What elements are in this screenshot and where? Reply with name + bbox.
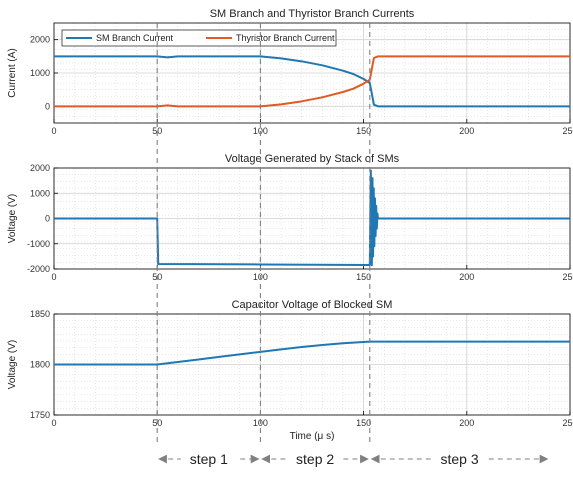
y-axis-label: Current (A) bbox=[7, 48, 18, 97]
step-label-bg bbox=[180, 449, 237, 469]
y-axis-label: Voltage (V) bbox=[7, 194, 18, 243]
x-tick-label: 150 bbox=[356, 272, 371, 282]
x-tick-label: 200 bbox=[459, 272, 474, 282]
series-line-voltage bbox=[54, 340, 570, 366]
legend-box bbox=[61, 29, 337, 47]
y-tick-label: 1750 bbox=[30, 410, 50, 420]
legend-entry: SM Branch Current bbox=[96, 33, 174, 43]
chart-stack-voltage: 050100150200250200010000-1000-2000Voltag… bbox=[7, 153, 573, 282]
y-tick-label: 0 bbox=[45, 214, 50, 224]
legend-entry: Thyristor Branch Current bbox=[236, 33, 335, 43]
chart-title: Voltage Generated by Stack of SMs bbox=[225, 153, 400, 165]
x-tick-label: 150 bbox=[356, 126, 371, 136]
y-tick-label: 1000 bbox=[30, 68, 50, 78]
x-tick-label: 0 bbox=[51, 418, 56, 428]
y-tick-label: 2000 bbox=[30, 35, 50, 45]
y-axis-label: Voltage (V) bbox=[7, 340, 18, 389]
y-tick-label: -1000 bbox=[27, 239, 50, 249]
series-line-sm-branch-current bbox=[54, 55, 570, 108]
plots-layer: 050100150200250010002000SM Branch and Th… bbox=[7, 8, 573, 442]
step-label-2: step 2 bbox=[296, 451, 334, 467]
step-label-bg bbox=[287, 449, 344, 469]
x-tick-label: 0 bbox=[51, 272, 56, 282]
x-axis-label: Time (μ s) bbox=[290, 431, 335, 442]
series-line-voltage bbox=[54, 169, 570, 267]
x-tick-label: 250 bbox=[562, 272, 573, 282]
step-overlay: step 1 step 2 step 3 bbox=[156, 23, 549, 469]
chart-currents: 050100150200250010002000SM Branch and Th… bbox=[7, 8, 573, 136]
y-tick-label: 0 bbox=[45, 101, 50, 111]
chart-title: Capacitor Voltage of Blocked SM bbox=[232, 299, 393, 311]
x-tick-label: 150 bbox=[356, 418, 371, 428]
x-tick-label: 200 bbox=[459, 126, 474, 136]
y-tick-label: -2000 bbox=[27, 264, 50, 274]
y-tick-label: 1850 bbox=[30, 309, 50, 319]
step-label-3: step 3 bbox=[441, 451, 479, 467]
x-tick-label: 200 bbox=[459, 418, 474, 428]
y-tick-label: 1000 bbox=[30, 188, 50, 198]
x-tick-label: 0 bbox=[51, 126, 56, 136]
step-label-1: step 1 bbox=[190, 451, 228, 467]
step-label-bg bbox=[431, 449, 488, 469]
chart-capacitor-voltage: 050100150200250185018001750Capacitor Vol… bbox=[7, 299, 573, 442]
legend: SM Branch Current Thyristor Branch Curren… bbox=[61, 29, 337, 47]
x-tick-label: 250 bbox=[562, 418, 573, 428]
y-tick-label: 1800 bbox=[30, 360, 50, 370]
chart-title: SM Branch and Thyristor Branch Currents bbox=[210, 8, 415, 20]
x-tick-label: 250 bbox=[562, 126, 573, 136]
series-line-thyristor-branch-current bbox=[54, 55, 570, 108]
y-tick-label: 2000 bbox=[30, 163, 50, 173]
